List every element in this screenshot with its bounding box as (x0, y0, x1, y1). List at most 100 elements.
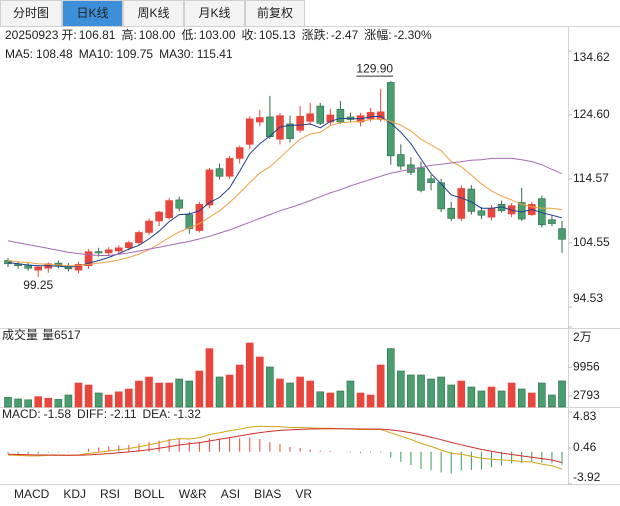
ma-legend-name: MA10: (79, 47, 114, 61)
volume-bar (527, 392, 536, 408)
price-annotation: 99.25 (23, 278, 53, 292)
candle-body (84, 251, 93, 266)
indicator-tab[interactable]: ASI (221, 487, 240, 501)
macd-legend-name: MACD: (2, 407, 41, 421)
candle-body (245, 118, 254, 145)
candle-body (175, 199, 184, 209)
volume-bar (125, 388, 133, 408)
volume-bar (165, 382, 173, 408)
tab[interactable] (0, 0, 62, 27)
ma-legend-value: 109.75 (116, 47, 153, 61)
candle-body (225, 158, 234, 177)
price-annotation: 129.90 (356, 61, 393, 75)
volume-bar (64, 394, 73, 408)
candle-body (135, 232, 143, 243)
candle-body (457, 188, 466, 219)
candle-body (115, 247, 123, 252)
candle-body (417, 167, 425, 191)
ma-line (7, 118, 563, 267)
indicator-tab[interactable]: KDJ (63, 487, 86, 501)
candle-body (487, 207, 496, 218)
header-value: -2.47 (331, 28, 359, 42)
candle-body (215, 168, 224, 177)
volume-bar (54, 399, 63, 408)
header-label: 高: (121, 27, 136, 42)
indicator-tab[interactable]: BIAS (254, 487, 281, 501)
indicator-tab[interactable]: RSI (100, 487, 120, 501)
volume-bar (84, 384, 93, 408)
tab-label[interactable]: 日K线 (76, 6, 108, 20)
tab[interactable] (245, 0, 305, 27)
y-tick-label: 104.55 (573, 235, 610, 249)
indicator-tab[interactable]: W&R (179, 487, 207, 501)
volume-bar (457, 380, 466, 408)
candle-body (477, 210, 486, 216)
macd-legend-value: -2.11 (110, 407, 137, 421)
header-value: 103.00 (199, 28, 236, 42)
y-tick-label: 2793 (573, 388, 600, 402)
header-value: -2.30% (394, 28, 432, 42)
volume-bar (24, 399, 32, 408)
volume-bar (4, 397, 12, 408)
volume-bar (477, 390, 486, 408)
candle-body (397, 154, 405, 167)
volume-bar (14, 398, 22, 408)
indicator-tab[interactable]: BOLL (134, 487, 165, 501)
volume-bar (467, 386, 476, 408)
candle-body (316, 105, 325, 124)
macd-line (7, 428, 563, 464)
tab-label[interactable]: 分时图 (13, 6, 49, 20)
volume-bar (245, 342, 254, 408)
ma-legend-name: MA30: (159, 47, 194, 61)
indicator-tab[interactable]: MACD (14, 487, 50, 501)
candle-body (94, 251, 103, 254)
volume-bar (185, 380, 194, 408)
candle-body (256, 117, 264, 123)
volume-bar (346, 380, 355, 408)
candle-body (235, 147, 244, 159)
candle-body (437, 182, 445, 210)
volume-bar (296, 376, 304, 408)
volume-bar (94, 392, 103, 408)
candle-body (155, 211, 163, 222)
volume-bar (44, 397, 53, 408)
macd-legend-value: -1.58 (44, 407, 72, 421)
tab-label[interactable]: 月K线 (198, 6, 230, 20)
volume-bar (376, 364, 385, 408)
tab[interactable] (62, 0, 123, 27)
indicator-tab[interactable]: VR (295, 487, 312, 501)
volume-bar (517, 388, 526, 408)
header-label: 低: (181, 28, 196, 42)
candle-body (326, 114, 335, 123)
header-label: 涨跌: (302, 27, 329, 42)
tab[interactable] (184, 0, 245, 27)
ma-line (7, 115, 563, 268)
candle-body (4, 260, 12, 265)
tab-label[interactable]: 前复权 (257, 5, 293, 20)
candle-body (296, 115, 304, 131)
volume-bar (447, 384, 456, 408)
header-date: 20250923 (5, 28, 59, 42)
volume-bar (74, 382, 83, 408)
volume-bar (276, 378, 284, 408)
volume-bar (356, 392, 365, 408)
volume-bar (558, 380, 566, 408)
header-label: 涨幅: (364, 27, 391, 42)
candle-body (467, 188, 476, 212)
ma-legend-name: MA5: (5, 47, 33, 61)
y-tick-label: 134.62 (573, 50, 610, 64)
candle-body (34, 266, 43, 271)
volume-bar (497, 390, 506, 408)
volume-bar (507, 382, 516, 408)
candle-body (386, 82, 395, 157)
volume-bar (225, 374, 234, 408)
y-tick-label: 4.83 (573, 409, 597, 423)
volume-bar (538, 382, 546, 408)
volume-bar (417, 374, 425, 408)
volume-bar (548, 394, 556, 408)
y-tick-label: 2万 (573, 330, 592, 344)
tab[interactable] (123, 0, 184, 27)
volume-bar (397, 370, 405, 408)
tab-label[interactable]: 周K线 (137, 6, 169, 20)
